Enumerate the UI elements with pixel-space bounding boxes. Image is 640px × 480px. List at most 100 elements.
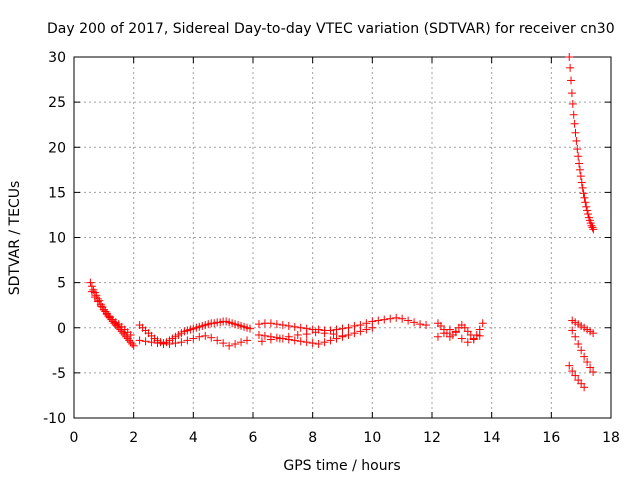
data-point [577, 178, 586, 187]
data-point [587, 221, 596, 230]
data-point [147, 338, 156, 347]
data-point [195, 332, 204, 341]
y-tick-label: 10 [48, 231, 66, 247]
axis-ticks: 0 2 4 6 8 10 12 14 16 18 -10 -5 0 5 10 15 20 25 30 [43, 50, 620, 446]
data-point [128, 339, 137, 348]
data-point [207, 333, 216, 342]
data-point [284, 321, 293, 330]
data-point [568, 326, 577, 335]
data-point [308, 339, 317, 348]
y-tick-label: 25 [48, 95, 66, 111]
data-point [567, 89, 576, 98]
data-point [386, 314, 395, 323]
y-tick-label: 30 [48, 50, 66, 66]
data-point [257, 337, 266, 346]
data-point [260, 331, 269, 340]
data-point [439, 329, 448, 338]
data-point [571, 332, 580, 341]
data-point [332, 334, 341, 343]
data-point [576, 172, 585, 181]
data-point [463, 338, 472, 347]
data-point [584, 210, 593, 219]
data-point [374, 316, 383, 325]
data-point [189, 334, 198, 343]
data-point [266, 319, 275, 328]
data-point [254, 320, 263, 329]
data-point [589, 329, 598, 338]
data-point [225, 341, 234, 350]
data-points [86, 53, 598, 392]
x-tick-label: 10 [363, 430, 381, 446]
data-point [171, 339, 180, 348]
x-tick-label: 8 [308, 430, 317, 446]
data-point [93, 297, 102, 306]
data-point [219, 339, 228, 348]
data-point [290, 322, 299, 331]
data-point [356, 327, 365, 336]
data-point [201, 331, 210, 340]
data-point [284, 332, 293, 341]
data-point [90, 293, 99, 302]
data-point [433, 332, 442, 341]
data-point [275, 334, 284, 343]
data-point [243, 336, 252, 345]
data-point [577, 346, 586, 355]
data-point [141, 337, 150, 346]
data-point [475, 331, 484, 340]
y-axis-title: SDTVAR / TECUs [7, 181, 23, 296]
data-point [582, 202, 591, 211]
data-point [135, 336, 144, 345]
data-point [254, 330, 263, 339]
data-point [478, 319, 487, 328]
data-point [326, 336, 335, 345]
x-tick-label: 18 [602, 430, 620, 446]
data-point [86, 278, 95, 287]
data-point [183, 336, 192, 345]
data-point [575, 159, 584, 168]
data-point [398, 314, 407, 323]
data-point [567, 76, 576, 85]
data-point [589, 225, 598, 234]
data-point [165, 339, 174, 348]
data-point [565, 361, 574, 370]
data-point [580, 383, 589, 392]
data-point [290, 336, 299, 345]
grid-lines [74, 57, 611, 418]
data-point [571, 128, 580, 137]
data-point [278, 321, 287, 330]
data-point [416, 320, 425, 329]
data-point [296, 323, 305, 332]
data-point [583, 358, 592, 367]
data-point [575, 165, 584, 174]
data-point [320, 338, 329, 347]
x-tick-label: 6 [249, 430, 258, 446]
data-point [422, 321, 431, 330]
data-point [153, 339, 162, 348]
chart-title: Day 200 of 2017, Sidereal Day-to-day VTE… [47, 21, 615, 37]
data-point [589, 367, 598, 376]
data-point [457, 334, 466, 343]
data-point [311, 328, 320, 337]
data-point [246, 324, 255, 333]
data-point [302, 338, 311, 347]
data-point [92, 291, 101, 300]
y-tick-label: 5 [57, 276, 66, 292]
data-point [451, 328, 460, 337]
data-point [338, 324, 347, 333]
data-point [177, 338, 186, 347]
data-point [362, 325, 371, 334]
x-tick-label: 0 [70, 430, 79, 446]
y-tick-label: 20 [48, 140, 66, 156]
x-tick-label: 4 [189, 430, 198, 446]
data-point [570, 119, 579, 128]
data-point [344, 330, 353, 339]
data-point [568, 367, 577, 376]
data-point [410, 318, 419, 327]
data-point [350, 329, 359, 338]
data-point [578, 183, 587, 192]
data-point [392, 313, 401, 322]
y-tick-label: 15 [48, 185, 66, 201]
data-point [445, 325, 454, 334]
data-point [583, 206, 592, 215]
